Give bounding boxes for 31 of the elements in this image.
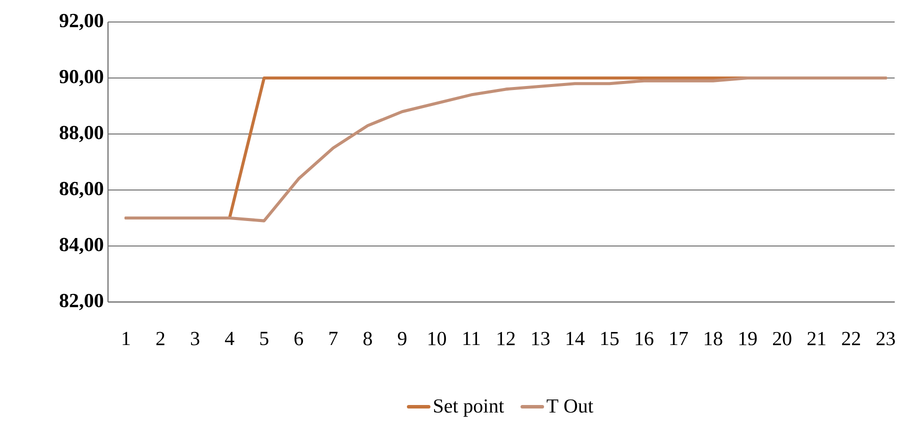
x-tick-label: 7: [329, 332, 338, 345]
x-tick-label: 10: [428, 332, 446, 346]
x-tick-label: 1: [122, 332, 130, 346]
x-tick-label: 8: [363, 332, 372, 346]
x-tick-label: 19: [739, 332, 757, 346]
x-tick-label: 3: [191, 332, 200, 346]
legend-label: T Out: [546, 399, 594, 413]
x-tick-label: 2: [156, 332, 164, 346]
y-tick-label: 92,00: [60, 14, 104, 30]
x-tick-label: 9: [398, 332, 406, 346]
y-tick-label: 88,00: [60, 126, 104, 142]
x-tick-label: 22: [842, 332, 860, 346]
x-tick-label: 21: [808, 332, 826, 346]
x-tick-label: 14: [566, 332, 585, 346]
x-tick-label: 13: [532, 332, 550, 346]
y-tick-label: 82,00: [60, 294, 104, 310]
y-tick-label: 84,00: [60, 238, 104, 254]
x-tick-label: 4: [224, 332, 234, 346]
x-tick-label: 20: [773, 332, 792, 346]
y-tick-label: 86,00: [60, 182, 104, 198]
x-tick-label: 11: [463, 332, 480, 346]
x-tick-label: 5: [260, 332, 268, 346]
x-tick-label: 23: [876, 332, 895, 346]
legend-label: Set point: [434, 399, 504, 417]
x-tick-label: 16: [636, 332, 654, 346]
x-tick-label: 18: [704, 332, 722, 346]
x-tick-label: 17: [670, 332, 688, 346]
y-tick-label: 90,00: [60, 70, 104, 86]
x-tick-label: 15: [601, 332, 619, 346]
x-tick-label: 6: [294, 332, 304, 346]
x-tick-label: 12: [498, 332, 515, 346]
